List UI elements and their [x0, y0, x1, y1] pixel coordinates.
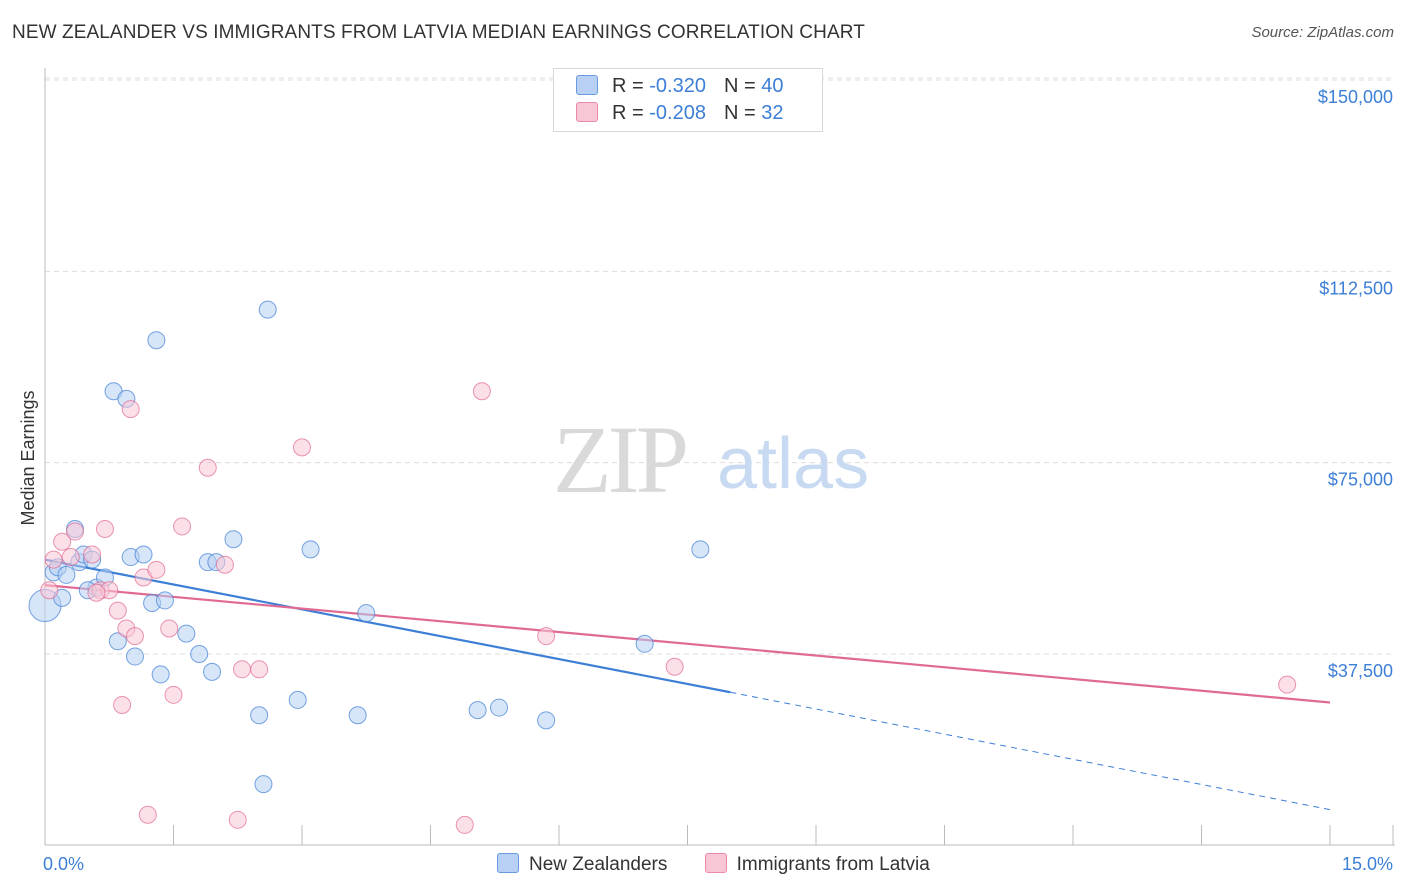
legend-r-label: R = [612, 75, 644, 97]
point-latvia [455, 815, 474, 834]
point-latvia [53, 532, 72, 551]
point-latvia [173, 517, 192, 536]
point-latvia [113, 696, 132, 715]
point-latvia [537, 627, 556, 646]
axes [44, 68, 1395, 846]
point-latvia [121, 400, 140, 419]
point-latvia [233, 660, 252, 679]
point-latvia [160, 619, 179, 638]
point-new-zealanders [155, 591, 174, 610]
x-tick-label-max: 15.0% [1342, 854, 1393, 874]
legend-n-label: N = [723, 102, 756, 124]
point-new-zealanders [537, 711, 556, 730]
x-tick-label-min: 0.0% [43, 854, 84, 874]
legend-item-new-zealanders: New Zealanders [497, 853, 667, 876]
watermark-atlas: atlas [717, 424, 869, 504]
point-new-zealanders [177, 624, 196, 643]
legend-n-value: 40 [761, 75, 784, 97]
series-legend: New Zealanders Immigrants from Latvia [497, 853, 962, 876]
legend-row-latvia: R = -0.208 N = 32 [576, 102, 783, 125]
legend-n-label: N = [723, 75, 756, 97]
y-tick-label: $112,500 [1319, 278, 1393, 298]
point-latvia [138, 805, 157, 824]
point-latvia [147, 560, 166, 579]
legend-swatch-blue [576, 75, 598, 95]
point-latvia [198, 458, 217, 477]
point-latvia [108, 601, 127, 620]
legend-n-value: 32 [761, 102, 784, 124]
watermark-zip: ZIP [553, 406, 686, 513]
point-new-zealanders [134, 545, 153, 564]
trend-line-latvia [44, 584, 1331, 704]
point-new-zealanders [203, 662, 222, 681]
point-latvia [87, 583, 106, 602]
legend-swatch-pink [704, 853, 727, 873]
y-tick-label: $75,000 [1328, 470, 1393, 490]
trend-line-new-zealanders [44, 558, 731, 694]
point-new-zealanders [254, 775, 273, 794]
point-new-zealanders [288, 690, 307, 709]
point-new-zealanders [224, 530, 243, 549]
point-new-zealanders [57, 565, 76, 584]
source-label: Source: ZipAtlas.com [1251, 24, 1394, 41]
point-new-zealanders [468, 701, 487, 720]
legend-r-label: R = [612, 102, 644, 124]
legend-label-new-zealanders: New Zealanders [529, 854, 668, 875]
chart-title: NEW ZEALANDER VS IMMIGRANTS FROM LATVIA … [12, 22, 865, 43]
legend-row-new-zealanders: R = -0.320 N = 40 [576, 75, 783, 98]
point-latvia [293, 438, 311, 457]
y-axis-label: Median Earnings [18, 390, 38, 525]
point-latvia [40, 581, 59, 600]
legend-r-value: -0.320 [649, 75, 706, 97]
trend-line-new-zealanders-extrapolated [730, 691, 1331, 811]
trend-lines [44, 558, 1331, 811]
point-latvia [665, 657, 684, 676]
legend-swatch-pink [576, 102, 598, 122]
y-tick-label: $150,000 [1318, 87, 1393, 107]
y-tick-label: $37,500 [1328, 661, 1393, 681]
point-new-zealanders [250, 706, 269, 725]
point-latvia [125, 627, 144, 646]
data-points [28, 300, 1297, 834]
grid-lines [45, 77, 1395, 655]
point-new-zealanders [348, 706, 367, 725]
point-new-zealanders [258, 300, 277, 319]
point-new-zealanders [635, 634, 654, 653]
point-new-zealanders [147, 331, 166, 350]
point-new-zealanders [301, 540, 320, 559]
point-latvia [95, 519, 114, 538]
legend-item-latvia: Immigrants from Latvia [704, 853, 930, 876]
legend-label-latvia: Immigrants from Latvia [736, 854, 930, 875]
point-latvia [472, 382, 491, 401]
point-latvia [44, 550, 63, 569]
point-latvia [228, 810, 247, 829]
point-latvia [164, 685, 183, 704]
point-latvia [65, 522, 84, 541]
axis-labels: $37,500 $75,000 $112,500 $150,000 0.0% 15.0% M… [18, 87, 1393, 874]
point-latvia [215, 555, 234, 574]
point-new-zealanders [108, 632, 127, 651]
legend-r-value: -0.208 [649, 102, 706, 124]
point-latvia [250, 660, 269, 679]
point-latvia [83, 545, 102, 564]
correlation-legend: R = -0.320 N = 40 R = -0.208 N = 32 [553, 68, 823, 132]
point-new-zealanders [190, 645, 209, 663]
point-new-zealanders [125, 647, 144, 666]
point-new-zealanders [691, 540, 710, 559]
point-new-zealanders [490, 698, 509, 717]
watermark: ZIP atlas [553, 406, 869, 513]
point-new-zealanders [357, 604, 376, 623]
legend-swatch-blue [497, 853, 519, 873]
point-new-zealanders [151, 665, 170, 684]
point-latvia [1278, 675, 1297, 694]
point-latvia [61, 548, 80, 567]
